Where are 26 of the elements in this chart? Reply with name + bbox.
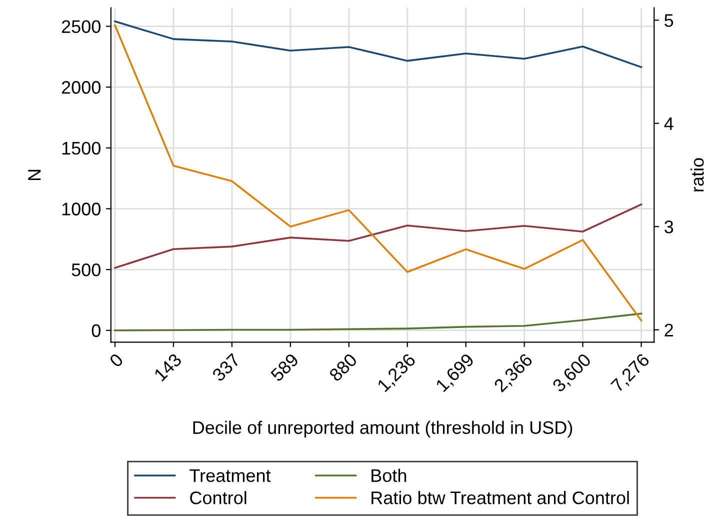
x-tick-label: 0	[108, 352, 124, 368]
x-tick-label: 337	[211, 352, 241, 382]
y2-axis-title: ratio	[690, 158, 704, 192]
x-tick-label: 589	[270, 352, 300, 382]
y2-tick-label: 5	[664, 14, 674, 27]
legend-label: Ratio btw Treatment and Control	[372, 490, 629, 504]
legend-label: Control	[190, 490, 246, 504]
legend-label: Treatment	[190, 469, 271, 482]
line-series	[114, 204, 642, 269]
y-tick-label: 2500	[62, 20, 100, 34]
y2-tick-label: 2	[664, 324, 673, 336]
y-axis-title: N	[28, 170, 41, 180]
y-tick-label: 1500	[62, 142, 100, 155]
y-tick-label: 500	[72, 263, 100, 276]
y2-tick-label: 3	[664, 220, 674, 234]
line-series	[114, 24, 642, 322]
y2-tick-label: 4	[664, 118, 674, 130]
y-tick-label: 2000	[62, 81, 100, 94]
x-tick-label: 880	[328, 352, 358, 382]
y-tick-label: 1000	[62, 202, 100, 216]
legend-label: Both	[372, 468, 406, 482]
x-axis-title: Decile of unreported amount (threshold in USD)	[193, 420, 572, 438]
line-series	[114, 20, 642, 68]
x-tick-label: 143	[153, 352, 182, 382]
y-tick-label: 0	[92, 324, 100, 338]
line-series	[114, 312, 642, 332]
